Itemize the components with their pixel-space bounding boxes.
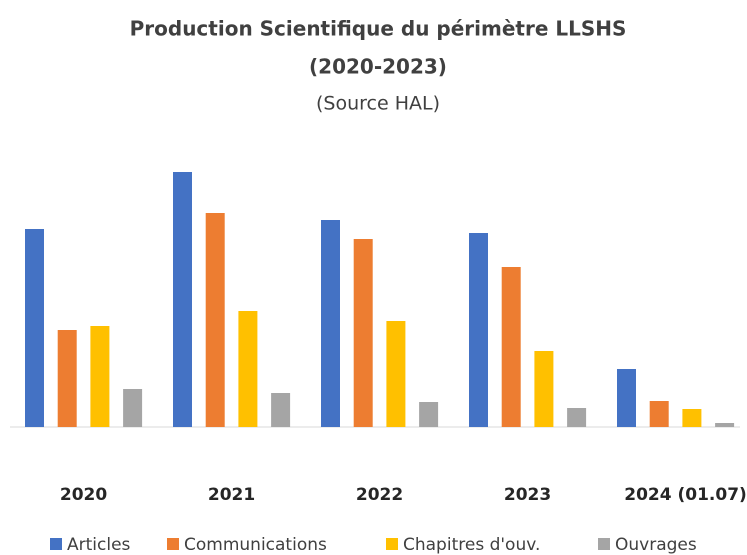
bar [534,351,554,427]
bar [501,267,521,427]
legend-label: Articles [67,535,131,555]
x-tick-label: 2023 [504,485,551,505]
bar [90,326,110,427]
bar [123,389,143,427]
bar [353,239,373,427]
x-tick-label: 2022 [356,485,403,505]
bar [567,408,587,427]
bar [271,393,291,427]
bar [617,369,636,427]
x-tick-label: 2020 [60,485,107,505]
bar [57,330,77,427]
chart-title: (2020-2023) [309,55,447,79]
bar [715,423,735,427]
chart-subtitle: (Source HAL) [316,93,440,115]
legend-swatch [50,538,62,550]
legend-swatch [598,538,610,550]
legend-swatch [386,538,398,550]
legend-label: Ouvrages [615,535,697,555]
bar [205,213,225,427]
bar [649,401,669,427]
bar [682,409,702,427]
bar [321,220,340,427]
bar [238,311,258,427]
legend-label: Communications [184,535,327,555]
bar [386,321,406,427]
legend-swatch [167,538,179,550]
bar [25,229,44,427]
legend-label: Chapitres d'ouv. [403,535,540,555]
x-tick-label: 2024 (01.07) [624,485,747,505]
bar [173,172,192,427]
x-tick-label: 2021 [208,485,255,505]
chart-title: Production Scientifique du périmètre LLS… [130,17,627,41]
bar [419,402,439,427]
bar [469,233,488,427]
